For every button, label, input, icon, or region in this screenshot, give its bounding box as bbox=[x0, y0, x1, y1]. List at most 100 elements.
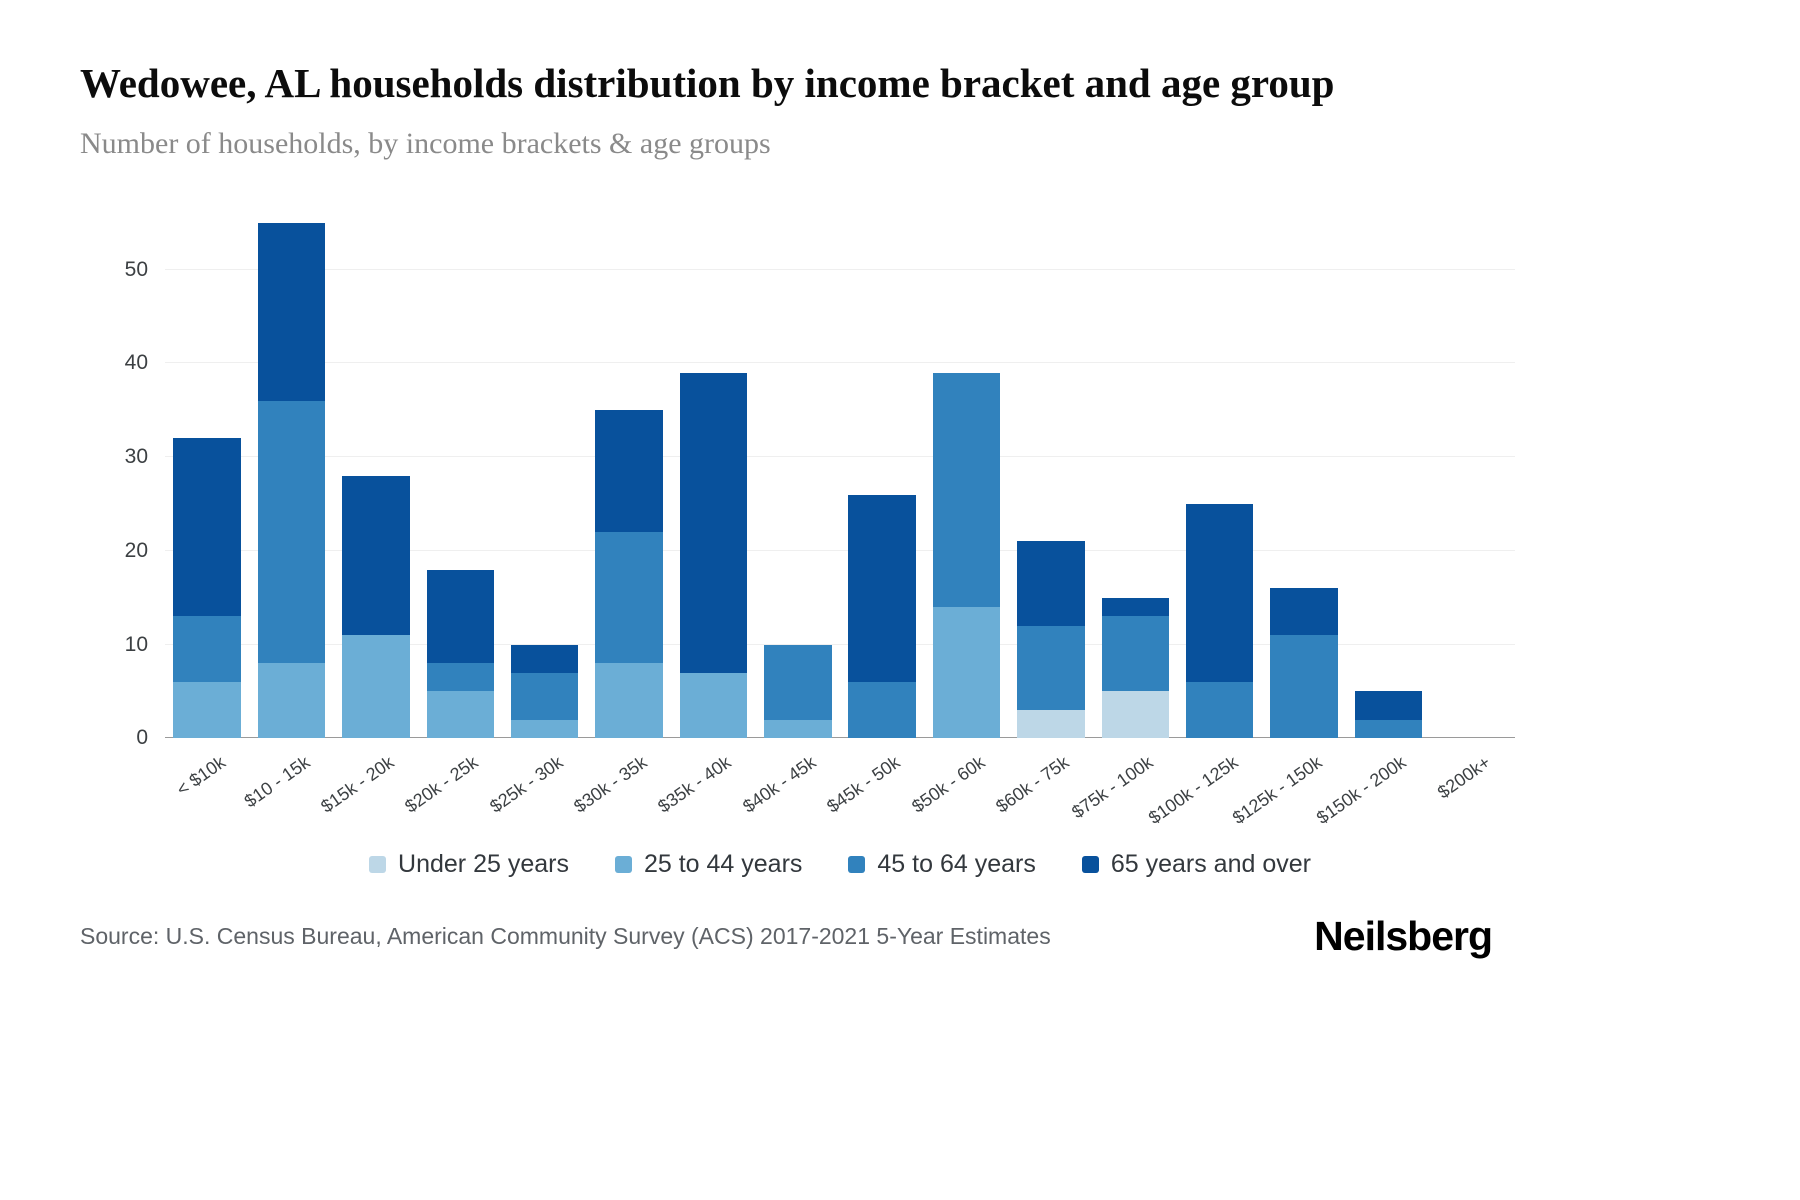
legend-label: 45 to 64 years bbox=[877, 850, 1036, 879]
y-axis-tick-label: 0 bbox=[136, 726, 148, 750]
bar-segment bbox=[426, 569, 495, 664]
bar-segment bbox=[932, 372, 1001, 608]
bar-slot: $200k+ bbox=[1431, 213, 1515, 803]
legend-swatch-icon bbox=[848, 856, 866, 874]
bar-segment bbox=[1270, 635, 1338, 739]
bar-slot: $60k - 75k bbox=[992, 213, 1093, 817]
bar-segment bbox=[848, 494, 916, 683]
x-axis-tick-label: < $10k bbox=[172, 752, 229, 801]
y-axis-tick-label: 40 bbox=[124, 351, 148, 375]
gridlines bbox=[165, 213, 1515, 739]
stacked-bar bbox=[764, 644, 832, 739]
y-axis-tick-label: 10 bbox=[124, 632, 148, 656]
x-axis-tick-label: $50k - 60k bbox=[907, 752, 989, 817]
stacked-bar bbox=[1017, 541, 1085, 739]
x-axis-line bbox=[165, 737, 1515, 739]
bars-layer: < $10k $10 - 15k $15k - 20k $20k - 25k $25k … bbox=[165, 213, 1515, 828]
x-axis-tick-label: $15k - 20k bbox=[317, 752, 398, 817]
bar-slot: $20k - 25k bbox=[401, 213, 502, 817]
chart-title: Wedowee, AL households distribution by i… bbox=[80, 60, 1335, 106]
x-axis-tick-label: $40k - 45k bbox=[738, 752, 820, 817]
bar-segment bbox=[1185, 503, 1254, 683]
legend-item[interactable]: Under 25 years bbox=[369, 850, 569, 879]
bar-segment bbox=[426, 691, 495, 739]
bar-segment bbox=[1270, 588, 1338, 636]
stacked-bar bbox=[510, 644, 579, 739]
bar-segment bbox=[1101, 616, 1170, 692]
bar-segment bbox=[679, 372, 748, 673]
bar-segment bbox=[932, 607, 1001, 739]
stacked-bar bbox=[932, 372, 1001, 739]
bar-segment bbox=[257, 663, 326, 739]
chart-card: Wedowee, AL households distribution by i… bbox=[80, 60, 1720, 960]
stacked-bar-chart: 0 10 20 30 40 50 < $10k $10 - 15k $15k - 20k $20… bbox=[80, 213, 1720, 828]
gridline bbox=[165, 643, 1515, 645]
bar-segment bbox=[510, 644, 579, 673]
bar-slot: $10 - 15k bbox=[240, 213, 333, 812]
y-axis-tick-label: 50 bbox=[124, 257, 148, 281]
y-axis-tick-label: 30 bbox=[124, 445, 148, 469]
legend-item[interactable]: 45 to 64 years bbox=[848, 850, 1036, 879]
bar-segment bbox=[679, 672, 748, 739]
bar-segment bbox=[764, 644, 832, 720]
legend-item[interactable]: 25 to 44 years bbox=[614, 850, 803, 879]
bar-slot: $30k - 35k bbox=[570, 213, 671, 817]
x-axis-tick-label: $30k - 35k bbox=[570, 752, 651, 817]
legend-label: 65 years and over bbox=[1110, 850, 1311, 879]
x-axis-tick-label: $75k - 100k bbox=[1068, 752, 1157, 823]
bar-slot: $25k - 30k bbox=[486, 213, 587, 817]
x-axis-tick-label: $100k - 125k bbox=[1144, 752, 1242, 829]
bar-segment bbox=[1017, 625, 1085, 711]
bar-segment bbox=[1354, 719, 1423, 739]
bar-segment bbox=[257, 222, 326, 401]
stacked-bar bbox=[848, 494, 916, 739]
legend-swatch-icon bbox=[614, 856, 632, 874]
legend-label: 25 to 44 years bbox=[643, 850, 803, 879]
bar-segment bbox=[173, 438, 241, 617]
x-axis-tick-label: $150k - 200k bbox=[1313, 752, 1410, 829]
x-axis-tick-label: $60k - 75k bbox=[992, 752, 1073, 817]
legend-swatch-icon bbox=[1081, 856, 1099, 874]
bar-slot: $15k - 20k bbox=[317, 213, 418, 817]
stacked-bar bbox=[173, 438, 241, 739]
x-axis-tick-label: $35k - 40k bbox=[654, 752, 735, 817]
neilsberg-logo[interactable]: Neilsberg bbox=[1314, 913, 1493, 960]
legend-item[interactable]: 65 years and over bbox=[1081, 850, 1311, 879]
bar-segment bbox=[342, 635, 410, 739]
legend-swatch-icon bbox=[369, 856, 387, 874]
bar-segment bbox=[1101, 691, 1170, 739]
bar-slot: $75k - 100k bbox=[1068, 213, 1177, 823]
bar-segment bbox=[764, 719, 832, 739]
bar-slot: $100k - 125k bbox=[1144, 213, 1262, 828]
x-axis-tick-label: $200k+ bbox=[1434, 752, 1495, 803]
chart-subtitle: Number of households, by income brackets… bbox=[80, 127, 771, 161]
bar-segment bbox=[257, 400, 326, 664]
bar-segment bbox=[848, 682, 916, 739]
bar-slot: $125k - 150k bbox=[1229, 213, 1346, 828]
legend: Under 25 years 25 to 44 years 45 to 64 yea… bbox=[165, 850, 1515, 879]
bar-segment bbox=[595, 663, 663, 739]
stacked-bar bbox=[679, 372, 748, 739]
x-axis-tick-label: $10 - 15k bbox=[240, 752, 314, 812]
gridline bbox=[165, 362, 1515, 364]
legend-label: Under 25 years bbox=[398, 850, 569, 879]
stacked-bar bbox=[1354, 691, 1423, 739]
bar-segment bbox=[1354, 691, 1423, 720]
stacked-bar bbox=[1185, 503, 1254, 739]
x-axis-tick-label: $45k - 50k bbox=[823, 752, 904, 817]
bar-segment bbox=[173, 682, 241, 739]
stacked-bar bbox=[257, 222, 326, 739]
gridline bbox=[165, 268, 1515, 270]
bar-segment bbox=[173, 616, 241, 683]
stacked-bar bbox=[426, 569, 495, 739]
bar-segment bbox=[510, 719, 579, 739]
y-axis: 0 10 20 30 40 50 bbox=[80, 213, 148, 750]
bar-segment bbox=[426, 663, 495, 692]
bar-segment bbox=[342, 475, 410, 636]
source-text: Source: U.S. Census Bureau, American Com… bbox=[80, 923, 1051, 950]
gridline bbox=[165, 549, 1515, 551]
gridline bbox=[165, 456, 1515, 458]
bar-segment bbox=[510, 672, 579, 720]
plot-area: < $10k $10 - 15k $15k - 20k $20k - 25k $25k … bbox=[165, 213, 1515, 828]
bar-slot: $45k - 50k bbox=[823, 213, 924, 817]
